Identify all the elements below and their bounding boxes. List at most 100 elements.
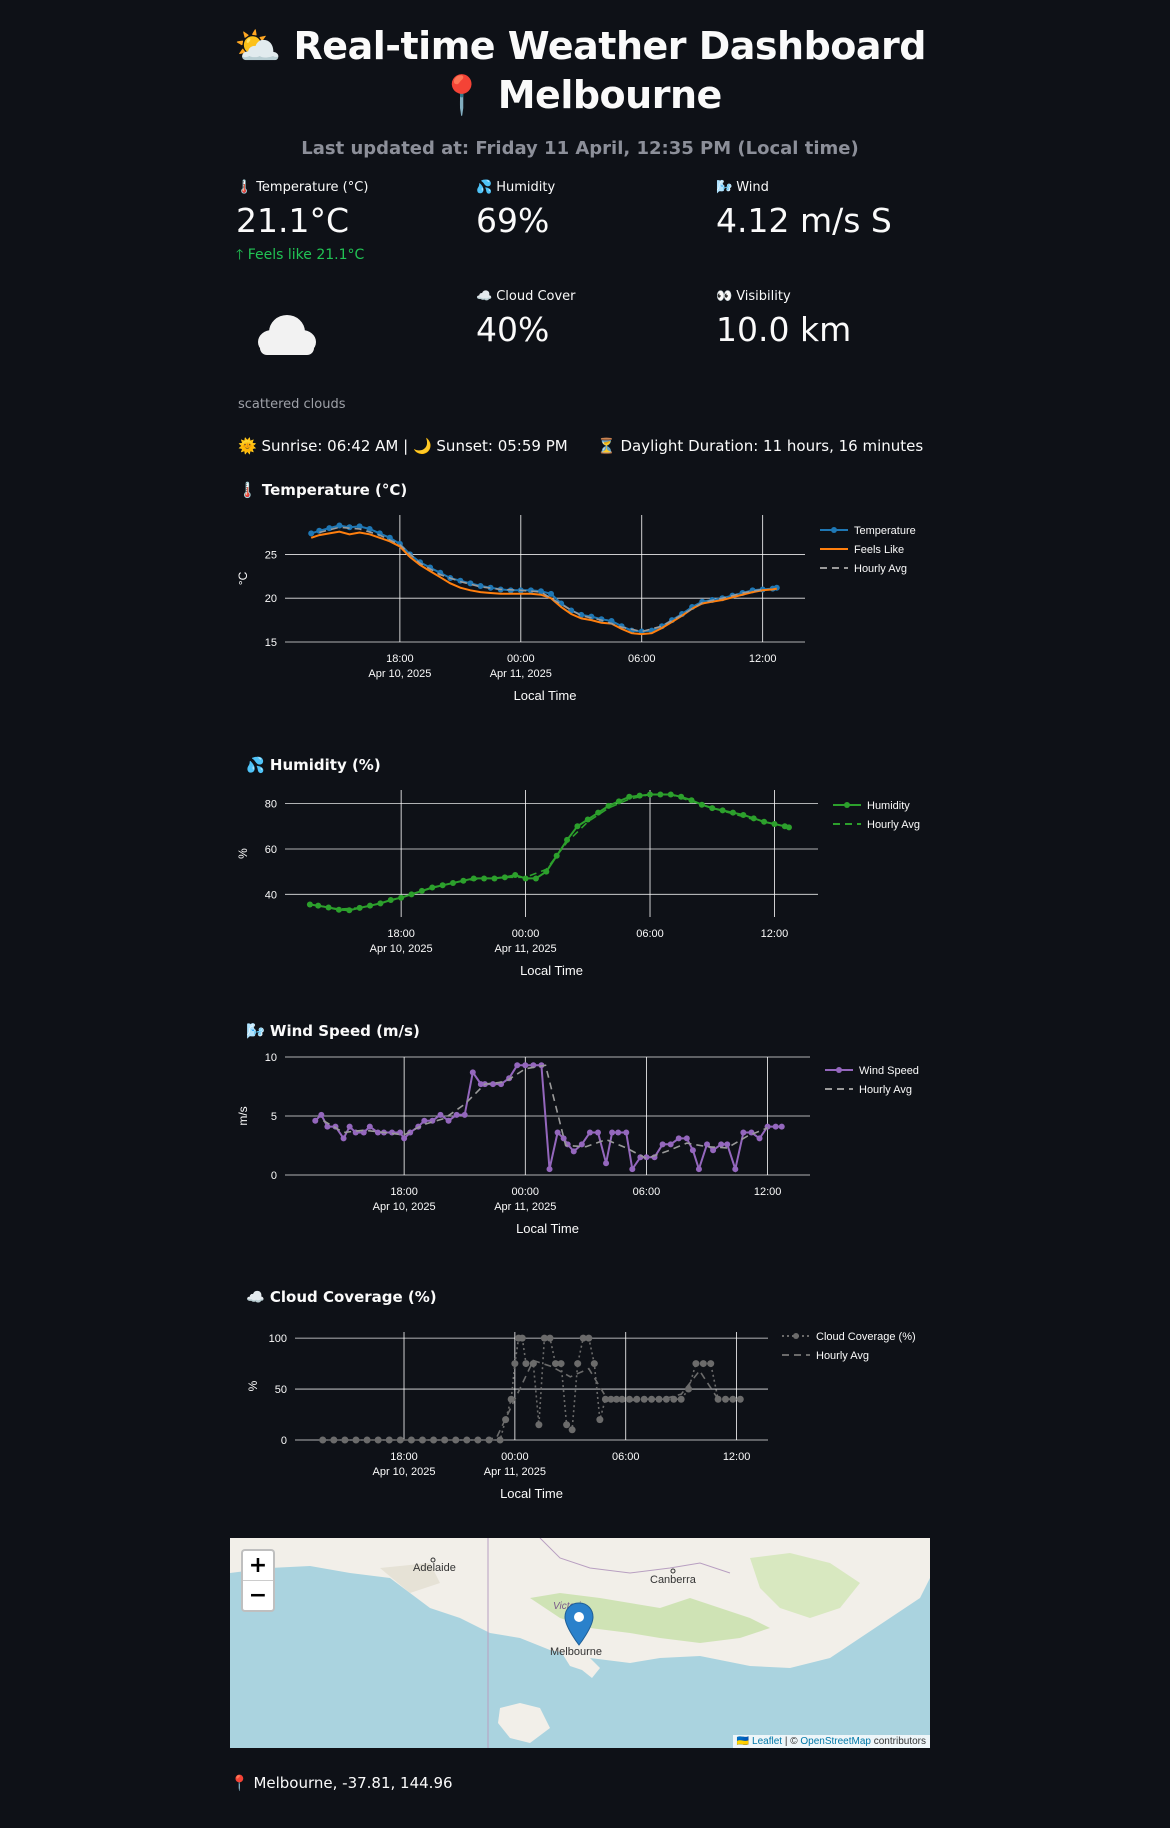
map-marker-icon[interactable] bbox=[564, 1602, 594, 1646]
data-point bbox=[389, 1129, 396, 1136]
x-tick-label: 06:00 bbox=[628, 653, 656, 665]
series-line bbox=[330, 1359, 737, 1441]
data-point bbox=[698, 801, 705, 808]
data-point bbox=[612, 1395, 620, 1403]
data-point bbox=[546, 1166, 553, 1173]
data-point bbox=[418, 1436, 426, 1444]
data-point bbox=[626, 793, 633, 800]
map-label-canberra: Canberra bbox=[650, 1574, 697, 1586]
data-point bbox=[648, 1395, 656, 1403]
zoom-in-button[interactable]: + bbox=[243, 1551, 273, 1581]
x-axis-title: Local Time bbox=[514, 688, 577, 703]
humidity-chart[interactable]: 40 60 80 18:00 Apr 10, 2025 00:00 Apr 11, 2025… bbox=[230, 780, 930, 995]
data-point bbox=[340, 1135, 347, 1142]
data-point bbox=[574, 823, 581, 830]
x-tick-label: 00:00 bbox=[507, 653, 535, 665]
y-tick-label: 25 bbox=[265, 549, 277, 561]
droplets-icon: 💦 bbox=[476, 180, 493, 195]
data-point bbox=[530, 1062, 537, 1069]
data-point bbox=[429, 884, 436, 891]
temperature-metric: 🌡️ Temperature (°C) 21.1°C 🡑 Feels like 2… bbox=[236, 180, 456, 268]
y-tick-label: 0 bbox=[271, 1170, 277, 1182]
legend-label: Temperature bbox=[854, 525, 916, 537]
x-tick-label: 18:00 bbox=[386, 653, 414, 665]
data-point bbox=[578, 611, 585, 618]
data-point bbox=[605, 802, 612, 809]
data-point bbox=[496, 1436, 504, 1444]
data-point bbox=[316, 527, 323, 534]
data-point bbox=[578, 1141, 585, 1148]
data-point bbox=[537, 588, 544, 595]
data-point bbox=[557, 1360, 565, 1368]
data-point bbox=[461, 1111, 468, 1118]
data-point bbox=[563, 1421, 571, 1429]
data-point bbox=[518, 1334, 526, 1342]
data-point bbox=[512, 872, 519, 879]
data-point bbox=[629, 1166, 636, 1173]
humidity-label: Humidity bbox=[496, 180, 556, 195]
data-point bbox=[477, 582, 484, 589]
data-point bbox=[489, 1081, 496, 1088]
x-tick-label: 18:00 bbox=[390, 1451, 418, 1463]
data-point bbox=[709, 805, 716, 812]
wind-label: Wind bbox=[736, 180, 769, 195]
temperature-chart[interactable]: 15 20 25 18:00 Apr 10, 2025 00:00 Apr 11, 2025… bbox=[230, 505, 930, 720]
data-point bbox=[718, 1141, 725, 1148]
humidity-value: 69% bbox=[476, 201, 550, 240]
cloud-cover-value: 40% bbox=[476, 310, 550, 349]
data-point bbox=[487, 584, 494, 591]
data-point bbox=[514, 1062, 521, 1069]
data-point bbox=[615, 1129, 622, 1136]
x-tick-label: 12:00 bbox=[723, 1451, 751, 1463]
data-point bbox=[689, 1147, 696, 1154]
x-tick-label: 12:00 bbox=[761, 928, 789, 940]
data-point bbox=[685, 1385, 693, 1393]
data-point bbox=[501, 874, 508, 881]
location-map[interactable]: Adelaide Canberra Victoria Melbourne + −… bbox=[230, 1538, 930, 1748]
leaflet-link[interactable]: Leaflet bbox=[752, 1736, 783, 1747]
legend-label: Hourly Avg bbox=[867, 819, 920, 831]
legend-marker bbox=[844, 802, 850, 808]
wind-chart[interactable]: 0 5 10 18:00 Apr 10, 2025 00:00 Apr 11, 2025 06… bbox=[230, 1045, 930, 1260]
data-point bbox=[522, 1062, 529, 1069]
data-point bbox=[623, 1129, 630, 1136]
data-point bbox=[667, 1141, 674, 1148]
x-tick-label: 12:00 bbox=[754, 1186, 782, 1198]
data-point bbox=[584, 816, 591, 823]
x-axis-title: Local Time bbox=[516, 1221, 579, 1236]
data-point bbox=[319, 1436, 327, 1444]
x-tick-label: 06:00 bbox=[612, 1451, 640, 1463]
cloud-small-icon: ☁️ bbox=[476, 289, 493, 304]
x-axis-title: Local Time bbox=[520, 963, 583, 978]
data-point bbox=[336, 522, 343, 529]
osm-link[interactable]: OpenStreetMap bbox=[800, 1736, 871, 1747]
data-point bbox=[532, 875, 539, 882]
series-line bbox=[318, 793, 775, 910]
data-point bbox=[683, 1135, 690, 1142]
arrow-up-icon: 🡑 bbox=[236, 247, 248, 263]
legend-label: Wind Speed bbox=[859, 1065, 919, 1077]
cloud-chart[interactable]: 0 50 100 18:00 Apr 10, 2025 00:00 Apr 11, 2025… bbox=[230, 1312, 930, 1527]
condition-caption: scattered clouds bbox=[238, 397, 346, 412]
data-point bbox=[306, 901, 313, 908]
y-axis-title: m/s bbox=[236, 1106, 250, 1125]
data-point bbox=[719, 807, 726, 814]
zoom-out-button[interactable]: − bbox=[248, 1583, 268, 1608]
data-point bbox=[418, 887, 425, 894]
series-line bbox=[310, 524, 778, 633]
legend-label: Hourly Avg bbox=[854, 563, 907, 575]
data-point bbox=[568, 1426, 576, 1434]
data-point bbox=[736, 1395, 744, 1403]
eyes-icon: 👀 bbox=[716, 289, 733, 304]
data-point bbox=[396, 1436, 404, 1444]
daylight-duration: ⏳ Daylight Duration: 11 hours, 16 minute… bbox=[597, 437, 924, 455]
map-attribution: 🇺🇦 Leaflet | © OpenStreetMap contributor… bbox=[732, 1735, 930, 1748]
y-axis-title: % bbox=[236, 848, 250, 859]
ukraine-flag-icon: 🇺🇦 bbox=[736, 1736, 750, 1747]
x-tick-label: 06:00 bbox=[633, 1186, 661, 1198]
temperature-section-title: 🌡️ Temperature (°C) bbox=[238, 481, 408, 499]
cloud-section-title: ☁️ Cloud Coverage (%) bbox=[246, 1288, 437, 1306]
data-point bbox=[625, 1395, 633, 1403]
x-tick-date-label: Apr 10, 2025 bbox=[373, 1466, 436, 1478]
data-point bbox=[704, 1141, 711, 1148]
